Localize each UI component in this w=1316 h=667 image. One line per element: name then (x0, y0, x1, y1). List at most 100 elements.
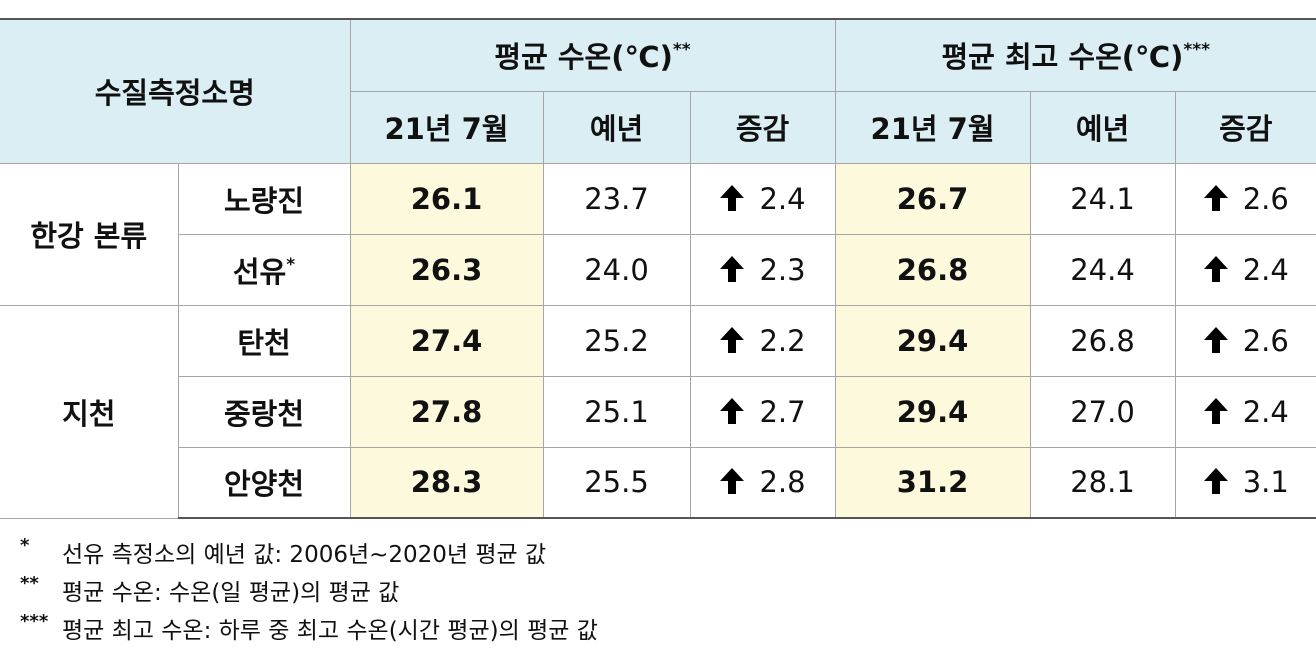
cell-value: 24.4 (1070, 252, 1135, 287)
group-header: 평균 수온(℃)** (349, 18, 836, 92)
data-row: 선유* 26.3 24.0 2.3 26.8 24.4 2.4 (0, 233, 1316, 306)
group-header: 평균 최고 수온(℃)*** (834, 18, 1316, 92)
cell-value: 2.6 (1242, 323, 1289, 358)
up-arrow-shape (1203, 397, 1228, 424)
footnote-text: 선유 측정소의 예년 값: 2006년~2020년 평균 값 (62, 542, 547, 568)
cell-value: 27.4 (410, 323, 483, 358)
cell-value: 2.4 (1242, 394, 1289, 429)
value-cell: 23.7 (542, 162, 691, 235)
footnote-mark: *** (1183, 40, 1211, 61)
station-label: 선유 (232, 254, 287, 289)
section-name: 지천 (0, 304, 179, 519)
subheader: 증감 (1174, 90, 1316, 164)
table-header: 수질측정소명 평균 수온(℃)** 평균 최고 수온(℃)*** 21년 7월 예년 증감… (0, 18, 1316, 164)
cell-value: 27.8 (410, 394, 483, 429)
station-label: 탄천 (237, 325, 291, 360)
cell-value: 28.1 (1070, 465, 1135, 500)
change-cell: 2.6 (1174, 162, 1316, 235)
cell-value: 29.4 (896, 323, 969, 358)
data-row: 지천 탄천 27.4 25.2 2.2 29.4 26.8 2.6 (0, 304, 1316, 519)
change-cell: 2.4 (1174, 233, 1316, 306)
table: 수질측정소명 평균 수온(℃)** 평균 최고 수온(℃)*** 21년 7월 예년 증감… (0, 18, 1316, 519)
footnote-text: 평균 최고 수온: 하루 중 최고 수온(시간 평균)의 평균 값 (62, 618, 598, 644)
up-arrow (1203, 255, 1228, 282)
up-arrow-shape (1203, 184, 1228, 211)
footnote-mark: ** (672, 40, 691, 61)
table-body: 한강 본류 노량진 26.1 23.7 2.4 26.7 24.1 2.6 선유* 26.3 24.… (0, 162, 1316, 519)
cell-value: 2.4 (759, 181, 806, 216)
cell-value: 23.7 (584, 181, 649, 216)
up-arrow (1203, 468, 1228, 495)
value-cell: 25.2 (542, 304, 691, 377)
change-cell: 2.4 (1174, 375, 1316, 448)
subheader: 증감 (689, 90, 836, 164)
cell-value: 25.1 (584, 394, 649, 429)
value-cell: 26.1 (349, 162, 544, 235)
subheader: 21년 7월 (834, 90, 1031, 164)
footnote: * 선유 측정소의 예년 값: 2006년~2020년 평균 값 (20, 533, 598, 571)
value-cell: 28.1 (1029, 446, 1176, 519)
up-arrow-shape (720, 397, 745, 424)
change-cell: 2.6 (1174, 304, 1316, 377)
cell-value: 24.0 (584, 252, 649, 287)
value-cell: 26.7 (834, 162, 1031, 235)
station-label: 안양천 (223, 467, 305, 502)
cell-value: 2.3 (759, 252, 806, 287)
change-cell: 2.8 (689, 446, 836, 519)
footnotes: * 선유 측정소의 예년 값: 2006년~2020년 평균 값 ** 평균 수온: … (20, 533, 598, 647)
footnote-mark: * (286, 254, 296, 275)
cell-value: 2.6 (1242, 181, 1289, 216)
subheader-row: 21년 7월 예년 증감 21년 7월 예년 증감 (0, 90, 1316, 164)
change-cell: 3.1 (1174, 446, 1316, 519)
cell-value: 26.7 (896, 181, 969, 216)
up-arrow-shape (1203, 468, 1228, 495)
value-cell: 27.8 (349, 375, 544, 448)
footnote-mark: ** (20, 573, 39, 594)
subheader: 21년 7월 (350, 90, 544, 164)
station-label: 중랑천 (223, 396, 305, 431)
value-cell: 25.1 (542, 375, 691, 448)
group-title: 평균 수온(℃) (494, 40, 673, 75)
footnote-mark: * (20, 535, 30, 556)
station-name: 선유* (178, 233, 351, 306)
value-cell: 25.5 (542, 446, 691, 519)
up-arrow (1203, 326, 1228, 353)
up-arrow-shape (1203, 255, 1228, 282)
change-cell: 2.7 (689, 375, 836, 448)
up-arrow (720, 397, 745, 424)
up-arrow (720, 184, 745, 211)
subheader: 예년 (542, 90, 691, 164)
cell-value: 29.4 (896, 394, 969, 429)
cell-value: 2.7 (759, 394, 806, 429)
station-name: 안양천 (178, 446, 351, 519)
station-name: 탄천 (177, 304, 351, 377)
value-cell: 31.2 (834, 446, 1031, 519)
change-cell: 2.4 (689, 162, 836, 235)
change-cell: 2.3 (689, 233, 836, 306)
footnote: *** 평균 최고 수온: 하루 중 최고 수온(시간 평균)의 평균 값 (20, 609, 598, 647)
station-name: 노량진 (177, 162, 351, 235)
value-cell: 26.8 (1029, 304, 1176, 377)
cell-value: 3.1 (1242, 465, 1289, 500)
up-arrow-shape (720, 326, 745, 353)
cell-value: 26.3 (410, 252, 483, 287)
footnote-text: 평균 수온: 수온(일 평균)의 평균 값 (62, 580, 400, 606)
data-row: 중랑천 27.8 25.1 2.7 29.4 27.0 2.4 (0, 375, 1316, 448)
value-cell: 29.4 (834, 304, 1031, 377)
cell-value: 2.8 (759, 465, 806, 500)
cell-value: 26.8 (896, 252, 969, 287)
station-header: 수질측정소명 (0, 18, 351, 164)
data-row: 한강 본류 노량진 26.1 23.7 2.4 26.7 24.1 2.6 (0, 162, 1316, 306)
value-cell: 29.4 (834, 375, 1031, 448)
cell-value: 26.8 (1070, 323, 1135, 358)
up-arrow-shape (720, 184, 745, 211)
up-arrow (1203, 184, 1228, 211)
cell-value: 26.1 (410, 181, 483, 216)
subheader: 예년 (1029, 90, 1176, 164)
cell-value: 25.2 (584, 323, 649, 358)
cell-value: 28.3 (410, 465, 483, 500)
up-arrow (720, 255, 745, 282)
value-cell: 24.4 (1029, 233, 1176, 306)
footnote-mark: *** (20, 611, 49, 632)
